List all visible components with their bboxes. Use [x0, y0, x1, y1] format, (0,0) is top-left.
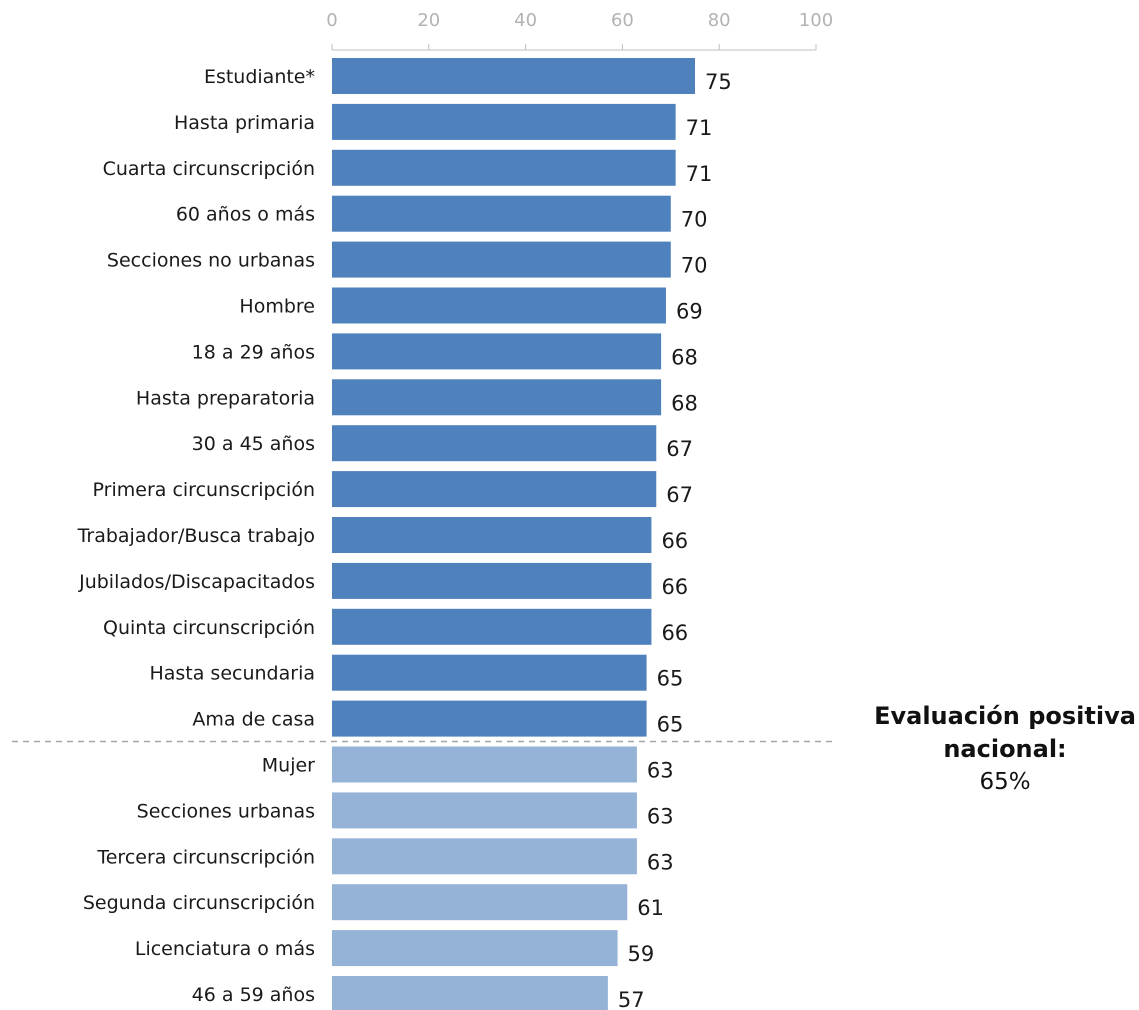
x-tick-label: 40	[514, 10, 537, 31]
value-label: 66	[661, 529, 688, 553]
x-tick-label: 100	[799, 10, 833, 31]
category-label: Secciones urbanas	[137, 800, 315, 822]
category-label: 18 a 29 años	[192, 341, 315, 363]
value-label: 63	[647, 850, 674, 874]
value-label: 68	[671, 391, 698, 415]
bar	[332, 425, 657, 462]
value-label: 65	[657, 667, 684, 691]
bar	[332, 976, 608, 1010]
bar	[332, 287, 666, 324]
callout-title-line1: Evaluación positiva	[874, 702, 1136, 730]
value-label: 57	[618, 988, 645, 1010]
category-label: Hasta primaria	[174, 112, 315, 134]
category-label: Hombre	[239, 296, 315, 318]
value-label: 70	[681, 208, 708, 232]
value-label: 71	[686, 116, 713, 140]
category-label: Licenciatura o más	[135, 938, 315, 960]
category-label: Hasta preparatoria	[136, 387, 315, 409]
x-axis: 0 20 40 60 80 100	[326, 10, 833, 51]
category-label: Tercera circunscripción	[96, 846, 315, 868]
value-label: 69	[676, 300, 703, 324]
bar	[332, 838, 637, 875]
value-label: 63	[647, 804, 674, 828]
category-label: Segunda circunscripción	[83, 892, 315, 914]
callout-value: 65%	[979, 769, 1031, 795]
x-tick-label: 80	[708, 10, 731, 31]
category-label: Cuarta circunscripción	[103, 158, 315, 180]
value-label: 61	[637, 896, 664, 920]
bar	[332, 562, 652, 599]
category-label: Trabajador/Busca trabajo	[77, 525, 315, 547]
category-label: Jubilados/Discapacitados	[78, 571, 315, 593]
bar	[332, 471, 657, 508]
bar	[332, 792, 637, 829]
value-label: 67	[666, 437, 693, 461]
x-tick-label: 20	[417, 10, 440, 31]
bar	[332, 517, 652, 553]
bar	[332, 58, 695, 94]
value-label: 63	[647, 759, 674, 783]
value-label: 75	[705, 70, 732, 94]
bar	[332, 195, 671, 232]
category-label: Secciones no urbanas	[107, 250, 315, 272]
value-label: 67	[666, 483, 693, 507]
bar	[332, 103, 676, 140]
bar	[332, 149, 676, 186]
category-label: 60 años o más	[176, 204, 315, 226]
bar	[332, 930, 618, 967]
bar	[332, 700, 647, 737]
bar	[332, 884, 628, 921]
category-label: 46 a 59 años	[192, 984, 315, 1006]
value-label: 66	[661, 575, 688, 599]
bars	[332, 58, 695, 1010]
bar	[332, 608, 652, 645]
value-labels: 75 71 71 70 70 69 68 68 67 67 66 66 66 65 65 63 63 63 61 59…	[618, 70, 732, 1010]
bar	[332, 746, 637, 783]
category-labels: Estudiante* Hasta primaria Cuarta circunsc…	[77, 66, 316, 1006]
category-label: Primera circunscripción	[93, 479, 315, 501]
bar	[332, 333, 662, 370]
value-label: 71	[686, 162, 713, 186]
category-label: 30 a 45 años	[192, 433, 315, 455]
callout-title-line2: nacional:	[943, 735, 1067, 763]
x-tick-label: 0	[326, 10, 337, 31]
bar	[332, 654, 647, 691]
category-label: Mujer	[262, 755, 315, 777]
category-label: Ama de casa	[192, 709, 315, 731]
category-label: Quinta circunscripción	[103, 617, 315, 639]
value-label: 59	[628, 942, 655, 966]
x-tick-label: 60	[611, 10, 634, 31]
bar	[332, 241, 671, 278]
value-label: 68	[671, 345, 698, 369]
bar	[332, 379, 662, 416]
national-evaluation-callout: Evaluación positiva nacional: 65%	[850, 700, 1139, 799]
category-label: Estudiante*	[204, 66, 315, 88]
value-label: 66	[661, 621, 688, 645]
value-label: 65	[657, 713, 684, 737]
category-label: Hasta secundaria	[149, 663, 315, 685]
value-label: 70	[681, 254, 708, 278]
